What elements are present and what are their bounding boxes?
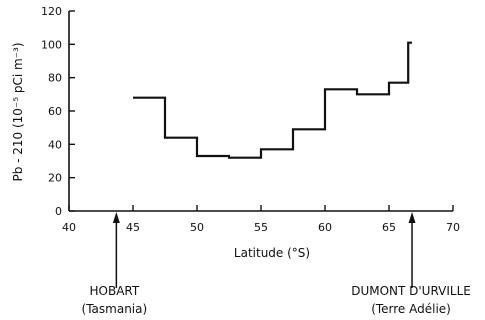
x-tick-label: 55 xyxy=(254,221,268,234)
station-annotations: HOBART (Tasmania) DUMONT D'URVILLE (Terre A… xyxy=(82,212,471,316)
station-region: (Terre Adélie) xyxy=(371,302,451,316)
x-tick-label: 70 xyxy=(446,221,460,234)
x-tick-label: 40 xyxy=(62,221,76,234)
x-tick-label: 60 xyxy=(318,221,332,234)
x-tick-label: 45 xyxy=(126,221,140,234)
y-tick-label: 0 xyxy=(55,205,62,218)
y-axis: 0 20 40 60 80 100 120 xyxy=(41,5,75,218)
station-region: (Tasmania) xyxy=(82,302,148,316)
x-axis-label: Latitude (°S) xyxy=(234,246,310,260)
station-dumont-durville: DUMONT D'URVILLE (Terre Adélie) xyxy=(351,212,471,316)
y-tick-label: 80 xyxy=(48,72,62,85)
x-tick-label: 50 xyxy=(190,221,204,234)
x-axis: 40 45 50 55 60 65 70 xyxy=(62,205,460,234)
y-tick-label: 40 xyxy=(48,138,62,151)
station-name: DUMONT D'URVILLE xyxy=(351,284,471,298)
x-tick-label: 65 xyxy=(382,221,396,234)
station-name: HOBART xyxy=(90,284,140,298)
y-tick-label: 60 xyxy=(48,105,62,118)
step-line xyxy=(133,41,412,159)
station-arrow-head xyxy=(112,212,120,223)
y-tick-label: 20 xyxy=(48,172,62,185)
y-tick-label: 120 xyxy=(41,5,62,18)
station-arrow-head xyxy=(408,212,416,223)
y-axis-label: Pb - 210 (10⁻⁵ pCi m⁻³) xyxy=(11,42,25,181)
station-hobart: HOBART (Tasmania) xyxy=(82,212,148,316)
y-tick-label: 100 xyxy=(41,38,62,51)
series-step-line xyxy=(133,41,412,159)
